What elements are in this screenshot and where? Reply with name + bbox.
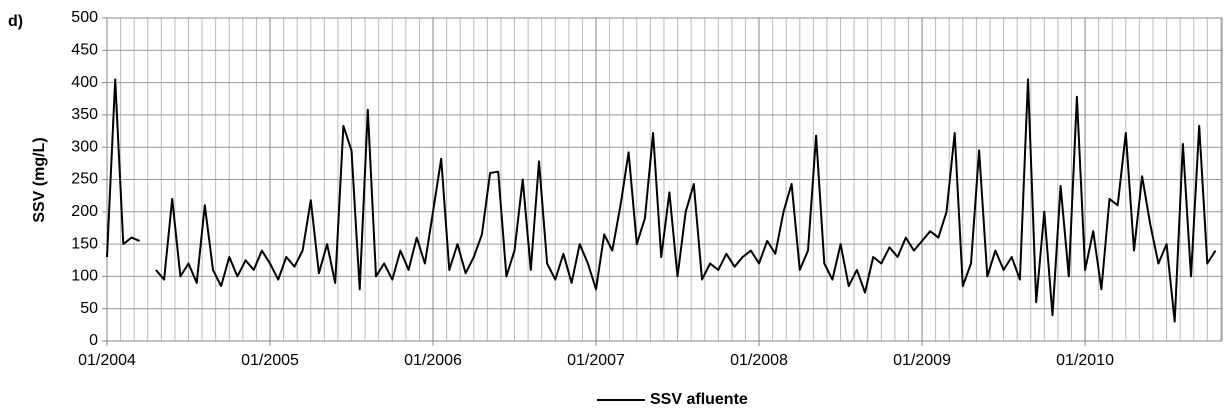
y-tick-label: 500	[71, 9, 98, 26]
data-line	[106, 78, 1217, 323]
x-tick-label: 01/2005	[241, 352, 299, 369]
x-tick-label: 01/2009	[893, 352, 951, 369]
plot-border	[106, 17, 1223, 342]
y-tick-label: 350	[71, 106, 98, 123]
y-tick-label: 100	[71, 268, 98, 285]
y-tick-label: 0	[89, 332, 98, 349]
y-tick-label: 250	[71, 171, 98, 188]
x-tick-label: 01/2010	[1056, 352, 1114, 369]
y-tick-label: 450	[71, 42, 98, 59]
y-tick-label: 300	[71, 138, 98, 155]
y-tick-label: 150	[71, 235, 98, 252]
panel-label: d)	[8, 13, 23, 30]
y-tick-label: 200	[71, 203, 98, 220]
x-tick-label: 01/2008	[730, 352, 788, 369]
y-tick-label: 400	[71, 74, 98, 91]
x-tick-label: 01/2004	[78, 352, 136, 369]
x-tick-label: 01/2007	[567, 352, 625, 369]
y-tick-label: 50	[80, 300, 98, 317]
x-tick-label: 01/2006	[404, 352, 462, 369]
legend-label: SSV afluente	[650, 391, 748, 408]
y-axis-label: SSV (mg/L)	[31, 137, 48, 222]
